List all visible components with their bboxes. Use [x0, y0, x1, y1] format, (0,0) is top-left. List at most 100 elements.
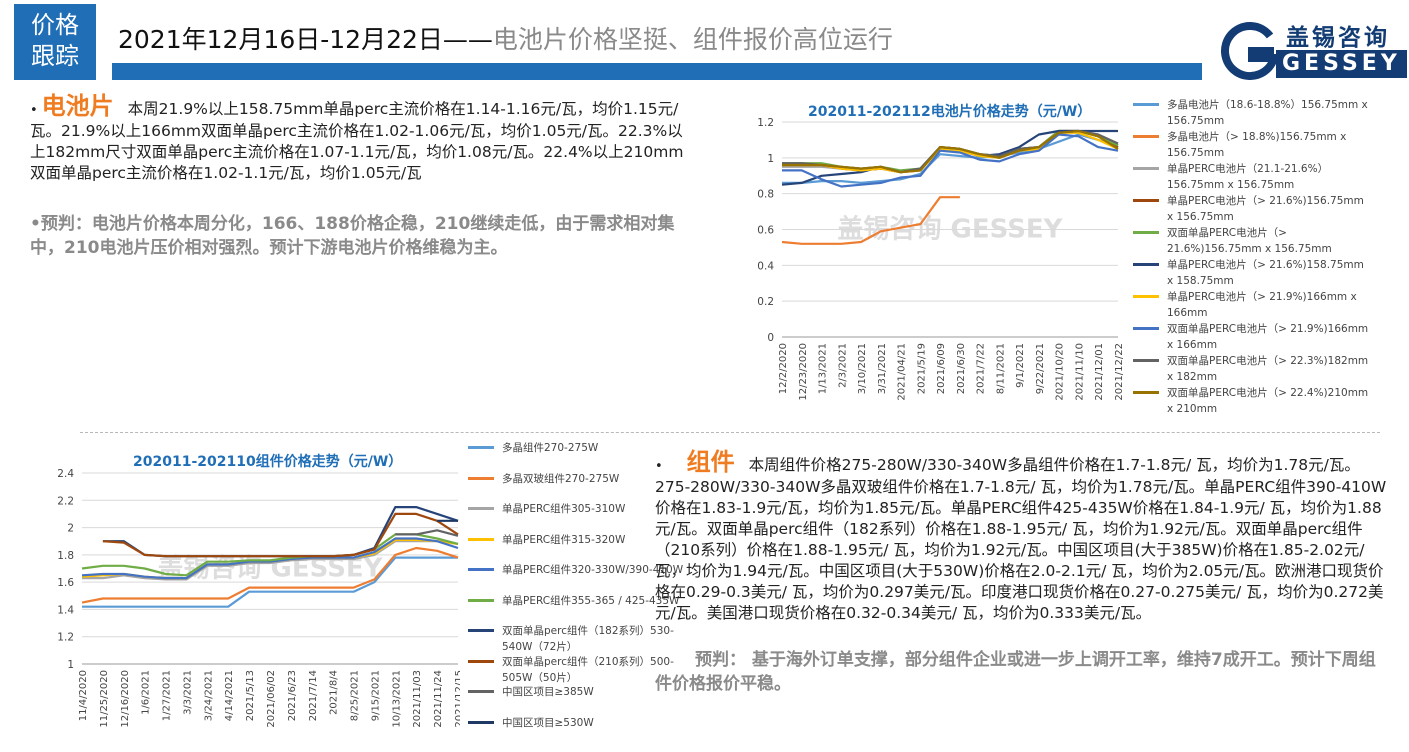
cells-text: 本周21.9%以上158.75mm单晶perc主流价格在1.14-1.16元/瓦…: [30, 100, 684, 182]
cells-xtick-label: 2021/7/22: [976, 343, 987, 394]
cells-xtick-label: 12/2/2020: [778, 343, 789, 394]
cells-legend-label: 单晶PERC电池片（> 21.9%)166mm x 166mm: [1167, 291, 1357, 319]
modules-ytick-label: 1.4: [57, 604, 74, 616]
cells-xtick-label: 3/31/2021: [877, 343, 888, 394]
modules-legend-label: 单晶PERC组件315-320W: [502, 533, 626, 546]
modules-series-line: [102, 512, 459, 558]
cells-legend-label: 单晶PERC电池片（21.1-21.6%）156.75mm x 156.75mm: [1167, 163, 1329, 191]
cells-legend-swatch: [1133, 103, 1159, 106]
cells-legend-swatch: [1133, 391, 1159, 394]
cells-xtick-label: 2021/6/30: [956, 343, 967, 394]
modules-legend-swatch: [468, 690, 494, 693]
modules-xtick-label: 11/4/2020: [78, 670, 89, 721]
modules-legend-label: 中国区项目≥530W: [502, 716, 594, 729]
modules-series-line: [81, 537, 459, 580]
cells-ytick-label: 0.2: [757, 296, 774, 308]
modules-prediction: 预判： 基于海外订单支撑，部分组件企业或进一步上调开工率，维持7成开工。预计下周…: [655, 650, 1376, 694]
modules-ytick-label: 1.8: [57, 550, 74, 562]
modules-xtick-label: 2021/11/03: [412, 670, 423, 728]
cells-xtick-label: 9/1/2021: [1015, 343, 1026, 388]
cells-xtick-label: 2021/04/21: [897, 343, 908, 401]
cells-ytick-label: 1.2: [757, 117, 774, 129]
modules-legend-swatch: [468, 629, 494, 632]
modules-ytick-label: 2.4: [57, 468, 74, 480]
cells-heading: 电池片: [41, 92, 114, 120]
modules-legend-swatch: [468, 598, 494, 602]
cells-ytick-label: 0: [767, 332, 774, 344]
cells-xtick-label: 1/13/2021: [818, 343, 829, 394]
cells-xtick-label: 2021/6/09: [936, 343, 947, 394]
modules-xtick-label: 10/13/2021: [391, 670, 402, 728]
cells-legend-label: 双面单晶PERC电池片（> 21.6%)156.75mm x 156.75mm: [1167, 227, 1332, 255]
cells-series-line: [782, 129, 1119, 174]
modules-price-chart: 盖锡咨询 GESSEY11.21.41.61.822.22.411/4/2020…: [57, 468, 460, 728]
modules-legend-label: 单晶PERC组件320-330W/390-410W: [502, 564, 684, 576]
modules-xtick-label: 3/24/2021: [203, 670, 214, 721]
modules-ytick-label: 2.2: [57, 495, 74, 507]
cells-legend-label: 双面单晶PERC电池片（> 22.3%)182mm x 182mm: [1167, 355, 1369, 383]
cells-legend-label: 多晶电池片（> 18.8%)156.75mm x 156.75mm: [1167, 131, 1347, 159]
cells-series-line: [782, 133, 1119, 188]
cells-xtick-label: 3/10/2021: [857, 343, 868, 394]
modules-legend-swatch: [468, 476, 494, 480]
cells-prediction: •预判：电池片价格本周分化，166、188价格企稳，210继续走低，由于需求相对…: [30, 214, 675, 258]
modules-legend-label: 单晶PERC组件305-310W: [502, 503, 626, 515]
cells-series-line: [781, 196, 960, 245]
logo-chinese: 盖锡咨询: [1286, 25, 1390, 51]
cells-legend-swatch: [1133, 295, 1159, 298]
modules-legend-label: 单晶PERC组件355-365 / 425-435W: [502, 594, 680, 607]
modules-xtick-label: 2021/5/13: [245, 670, 256, 721]
logo-english: GESSEY: [1276, 50, 1407, 78]
title-bar: [112, 63, 1202, 80]
cells-xtick-label: 8/11/2021: [995, 343, 1006, 394]
modules-chart-title: 202011-202110组件价格走势（元/W）: [133, 454, 403, 470]
modules-legend-label: 双面单晶perc组件（210系列）500-505W（50片）: [502, 655, 674, 684]
modules-xtick-label: 2021/06/02: [266, 670, 277, 728]
section-tag-line2: 跟踪: [31, 42, 79, 70]
cells-xtick-label: 2/3/2021: [837, 343, 848, 388]
cells-legend-swatch: [1133, 167, 1159, 170]
cells-ytick-label: 0.6: [757, 225, 774, 237]
gessey-logo-icon: [1221, 22, 1280, 80]
modules-legend-swatch: [468, 720, 494, 724]
modules-legend-label: 多晶组件270-275W: [502, 442, 599, 454]
modules-xtick-label: 3/3/2021: [182, 670, 193, 715]
modules-ytick-label: 2: [67, 523, 74, 535]
modules-ytick-label: 1.2: [57, 632, 74, 644]
modules-legend-swatch: [468, 507, 494, 510]
modules-text: 本周组件价格275-280W/330-340W多晶组件价格在1.7-1.8元/ …: [655, 456, 1387, 622]
cells-legend-label: 双面单晶PERC电池片（> 22.4%)210mm x 210mm: [1167, 387, 1369, 415]
modules-xtick-label: 4/14/2021: [224, 670, 235, 721]
page-title: 2021年12月16日-12月22日——电池片价格坚挺、组件报价高位运行: [118, 20, 893, 56]
title-highlight: 电池片价格坚挺、组件报价高位运行: [492, 25, 893, 54]
modules-series-line: [395, 529, 459, 537]
modules-xtick-label: 2021/6/23: [287, 670, 298, 721]
cells-legend-swatch: [1133, 199, 1159, 202]
modules-xtick-label: 9/15/2021: [370, 670, 381, 721]
modules-xtick-label: 2021/11/24: [433, 670, 444, 728]
modules-legend-swatch: [468, 446, 494, 449]
cells-legend: 多晶电池片（18.6-18.8%）156.75mm x 156.75mm 多晶电池…: [1133, 97, 1403, 417]
modules-paragraph: • 组件 本周组件价格275-280W/330-340W多晶组件价格在1.7-1.8…: [655, 448, 1387, 622]
cells-xtick-label: 2021/10/20: [1055, 343, 1066, 401]
cells-legend-swatch: [1133, 135, 1159, 138]
cells-xtick-label: 2021/12/22: [1114, 343, 1125, 401]
cells-legend-label: 多晶电池片（18.6-18.8%）156.75mm x 156.75mm: [1167, 99, 1368, 127]
cells-legend-label: 单晶PERC电池片（> 21.6%)158.75mm x 158.75mm: [1167, 259, 1364, 287]
modules-xtick-label: 2021/8/4: [329, 670, 340, 715]
modules-xtick-label: 2021/7/14: [308, 670, 319, 721]
cells-paragraph: • 电池片 本周21.9%以上158.75mm单晶perc主流价格在1.14-1.1…: [30, 92, 684, 182]
modules-xtick-label: 1/27/2021: [162, 670, 173, 721]
cells-xtick-label: 2021/11/10: [1074, 343, 1085, 401]
cells-legend-label: 单晶PERC电池片（> 21.6%)156.75mm x 156.75mm: [1167, 195, 1364, 223]
cells-ytick-label: 0.4: [757, 260, 774, 272]
modules-series-line: [82, 556, 458, 608]
modules-ytick-label: 1.6: [57, 577, 74, 589]
modules-series-line: [81, 546, 459, 604]
cells-xtick-label: 12/23/2020: [798, 343, 809, 401]
modules-xtick-label: 8/25/2021: [350, 670, 361, 721]
cells-legend-swatch: [1133, 327, 1159, 330]
cells-series-line: [782, 133, 1119, 184]
modules-legend: 多晶组件270-275W 多晶双玻组件270-275W 单晶PERC组件305-31…: [468, 440, 703, 750]
